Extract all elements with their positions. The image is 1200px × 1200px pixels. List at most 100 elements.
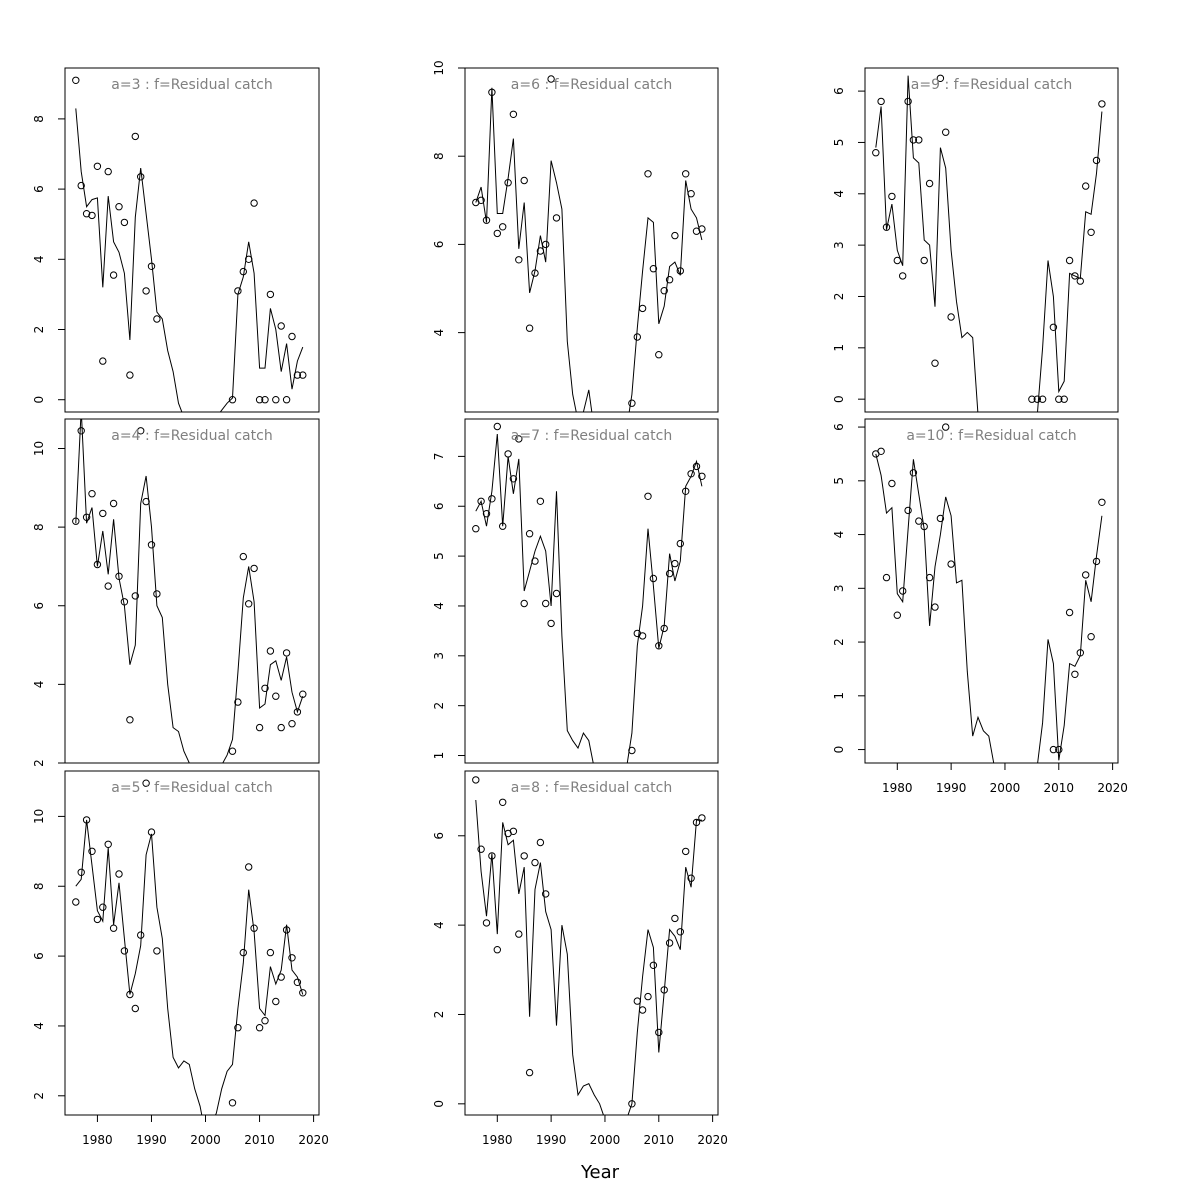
data-point	[904, 97, 912, 106]
y-tick-label: 0	[832, 395, 846, 403]
data-point	[1076, 649, 1085, 657]
data-point	[660, 287, 668, 295]
data-point	[1065, 256, 1074, 265]
x-tick-label: 2000	[990, 781, 1021, 795]
plot-frame	[64, 770, 320, 1116]
data-point	[936, 514, 945, 523]
data-point	[228, 747, 237, 755]
data-point	[531, 557, 539, 565]
y-tick-label: 8	[432, 152, 446, 160]
y-tick-label: 6	[432, 241, 446, 249]
data-point	[909, 136, 918, 144]
series-line	[75, 419, 304, 763]
data-point	[82, 816, 91, 824]
panel-4: a=4 : f=Residual catch 2 4 6 8 10	[32, 418, 320, 767]
data-point	[649, 265, 658, 273]
data-point	[1049, 323, 1058, 331]
data-point	[488, 852, 496, 860]
data-point	[687, 470, 695, 478]
y-tick-label: 0	[432, 1100, 446, 1108]
data-point	[1092, 156, 1101, 165]
data-point	[547, 75, 555, 83]
data-point	[477, 497, 485, 505]
data-point	[153, 315, 161, 323]
data-point	[234, 698, 242, 706]
data-point	[1028, 395, 1036, 403]
y-tick-label: 2	[32, 1092, 46, 1100]
data-point	[228, 396, 237, 404]
x-tick-label: 2020	[298, 1133, 329, 1147]
data-point	[660, 986, 668, 994]
y-axis: 0 1 2 3 4 5 6	[832, 87, 865, 403]
data-point	[126, 990, 134, 999]
data-point	[245, 255, 253, 263]
plot-frame	[864, 418, 1119, 764]
y-tick-label: 4	[32, 255, 46, 263]
data-point	[477, 845, 485, 853]
data-point	[509, 110, 518, 119]
y-tick-label: 3	[432, 652, 446, 660]
data-point	[1033, 395, 1042, 403]
plot-frame	[464, 418, 719, 764]
data-point	[261, 684, 269, 692]
data-point	[1055, 745, 1063, 754]
data-point	[137, 173, 145, 181]
data-point	[531, 269, 539, 277]
data-point	[698, 814, 706, 822]
data-point	[142, 287, 150, 295]
data-point	[665, 569, 674, 578]
data-point	[1071, 670, 1079, 678]
x-tick-label: 1980	[482, 1133, 513, 1147]
data-point	[104, 582, 112, 590]
data-point	[493, 229, 501, 238]
data-point	[628, 746, 636, 755]
data-point	[255, 396, 264, 404]
data-point	[482, 919, 491, 927]
data-point	[947, 560, 955, 568]
data-point	[255, 723, 264, 732]
x-tick-label: 2020	[697, 1133, 728, 1147]
data-point	[525, 1068, 534, 1077]
data-point	[288, 954, 296, 962]
y-tick-label: 4	[432, 602, 446, 610]
panel-5: a=7 : f=Residual catch 1 2 3 4 5 6 7	[432, 418, 719, 764]
x-tick-label: 2010	[244, 1133, 275, 1147]
data-point	[552, 589, 561, 598]
y-tick-label: 4	[832, 190, 846, 198]
y-axis: 0 2 4 6 8	[32, 115, 65, 404]
data-point	[93, 915, 102, 924]
panel-title: a=6 : f=Residual catch	[511, 77, 672, 93]
data-point	[277, 723, 285, 732]
data-point	[1082, 571, 1090, 579]
data-point	[1055, 395, 1063, 403]
data-point	[153, 590, 161, 598]
data-point	[293, 978, 302, 986]
plot-frame	[464, 770, 719, 1116]
data-point	[655, 1028, 663, 1037]
y-axis: 0 2 4 6	[432, 832, 465, 1108]
y-tick-label: 4	[32, 1022, 46, 1030]
y-tick-label: 2	[32, 326, 46, 334]
data-point	[676, 928, 684, 936]
data-point	[877, 97, 885, 106]
data-point	[234, 1024, 242, 1032]
data-point	[1065, 608, 1074, 617]
data-point	[687, 874, 695, 882]
data-point	[638, 632, 647, 640]
data-point	[104, 167, 112, 176]
x-tick-label: 1980	[82, 1133, 113, 1147]
panel-title: a=3 : f=Residual catch	[111, 77, 272, 93]
x-tick-label: 1990	[136, 1133, 167, 1147]
y-tick-label: 10	[32, 441, 46, 456]
data-point	[82, 513, 91, 521]
x-tick-label: 2010	[644, 1133, 675, 1147]
data-point	[99, 903, 107, 911]
data-point	[525, 530, 534, 538]
data-point	[126, 716, 134, 724]
data-point	[1076, 277, 1085, 285]
data-point	[872, 149, 880, 157]
data-point	[126, 371, 134, 379]
